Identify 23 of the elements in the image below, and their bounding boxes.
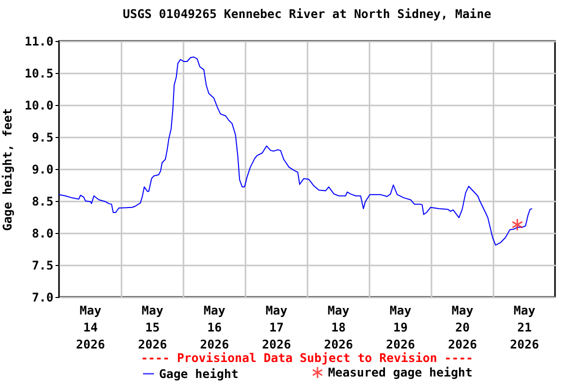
y-tick-label: 9.5	[32, 130, 54, 144]
y-tick-label: 10.5	[24, 66, 54, 80]
y-tick-label: 10.0	[24, 98, 54, 112]
chart-title: USGS 01049265 Kennebec River at North Sidney, Maine	[122, 7, 492, 21]
line-series	[59, 56, 533, 246]
y-axis-title: Gage height, feet	[0, 108, 15, 231]
x-tick-label: May 21 2026	[510, 304, 539, 352]
x-tick-label: May 15 2026	[138, 304, 167, 352]
legend-label: Gage height	[159, 366, 238, 381]
legend-label: Measured gage height	[328, 366, 472, 380]
x-tick-label: May 17 2026	[262, 304, 291, 352]
y-tick-label: 7.0	[32, 290, 54, 304]
y-tick-label: 7.5	[32, 258, 54, 272]
x-tick-label: May 20 2026	[448, 304, 477, 352]
x-tick-label: May 18 2026	[324, 304, 353, 352]
y-tick-label: 8.5	[32, 194, 54, 208]
y-tick-label: 11.0	[24, 34, 54, 48]
x-tick-label: May 16 2026	[200, 304, 229, 352]
x-tick-label: May 19 2026	[386, 304, 415, 352]
x-tick-label: May 14 2026	[76, 304, 105, 352]
text: ---- Provisional Data Subject to Revision ----	[140, 351, 474, 365]
y-tick-label: 9.0	[32, 162, 54, 176]
y-tick-label: 8.0	[32, 226, 54, 240]
